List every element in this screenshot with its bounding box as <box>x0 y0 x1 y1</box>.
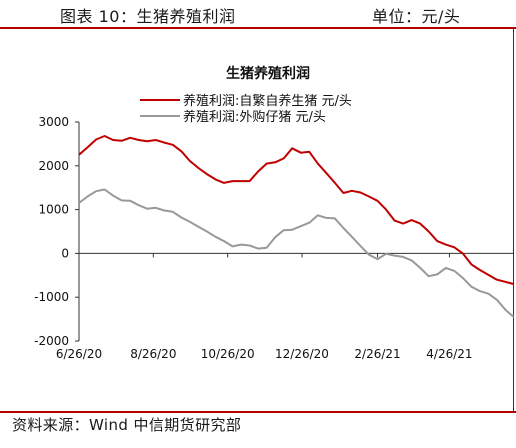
source-note: 资料来源：Wind 中信期货研究部 <box>12 416 242 434</box>
x-tick-label: 2/26/21 <box>354 347 400 361</box>
plot-lines <box>78 135 515 319</box>
x-tick-label: 8/26/20 <box>130 347 176 361</box>
series-line-2 <box>78 188 515 319</box>
figure-label: 图表 10：生猪养殖利润 <box>60 7 236 26</box>
y-tick-label: 3000 <box>38 115 69 129</box>
y-tick-label: -2000 <box>34 334 69 348</box>
x-tick-label: 6/26/20 <box>56 347 102 361</box>
y-tick-label: 1000 <box>38 203 69 217</box>
top-rule <box>0 27 516 29</box>
unit-label: 单位：元/头 <box>372 7 461 26</box>
bottom-rule <box>0 411 516 413</box>
legend-label-1: 养殖利润:自繁自养生猪 元/头 <box>183 93 352 109</box>
series-line-1 <box>78 135 515 286</box>
right-border <box>513 28 514 412</box>
figure-header: 图表 10：生猪养殖利润 单位：元/头 <box>0 0 516 28</box>
y-tick-label: 0 <box>61 246 69 260</box>
legend: 养殖利润:自繁自养生猪 元/头 养殖利润:外购仔猪 元/头 <box>140 93 352 125</box>
x-tick-label: 4/26/21 <box>426 347 472 361</box>
y-axis: 3000 2000 1000 0 -1000 -2000 <box>34 115 80 348</box>
x-axis: 6/26/20 8/26/20 10/26/20 12/26/20 2/26/21 4/2… <box>56 252 514 361</box>
x-tick-label: 10/26/20 <box>201 347 255 361</box>
y-tick-label: -1000 <box>34 290 69 304</box>
chart-title: 生猪养殖利润 <box>226 65 310 82</box>
x-tick-label: 12/26/20 <box>275 347 329 361</box>
y-tick-label: 2000 <box>38 159 69 173</box>
legend-label-2: 养殖利润:外购仔猪 元/头 <box>183 109 326 125</box>
